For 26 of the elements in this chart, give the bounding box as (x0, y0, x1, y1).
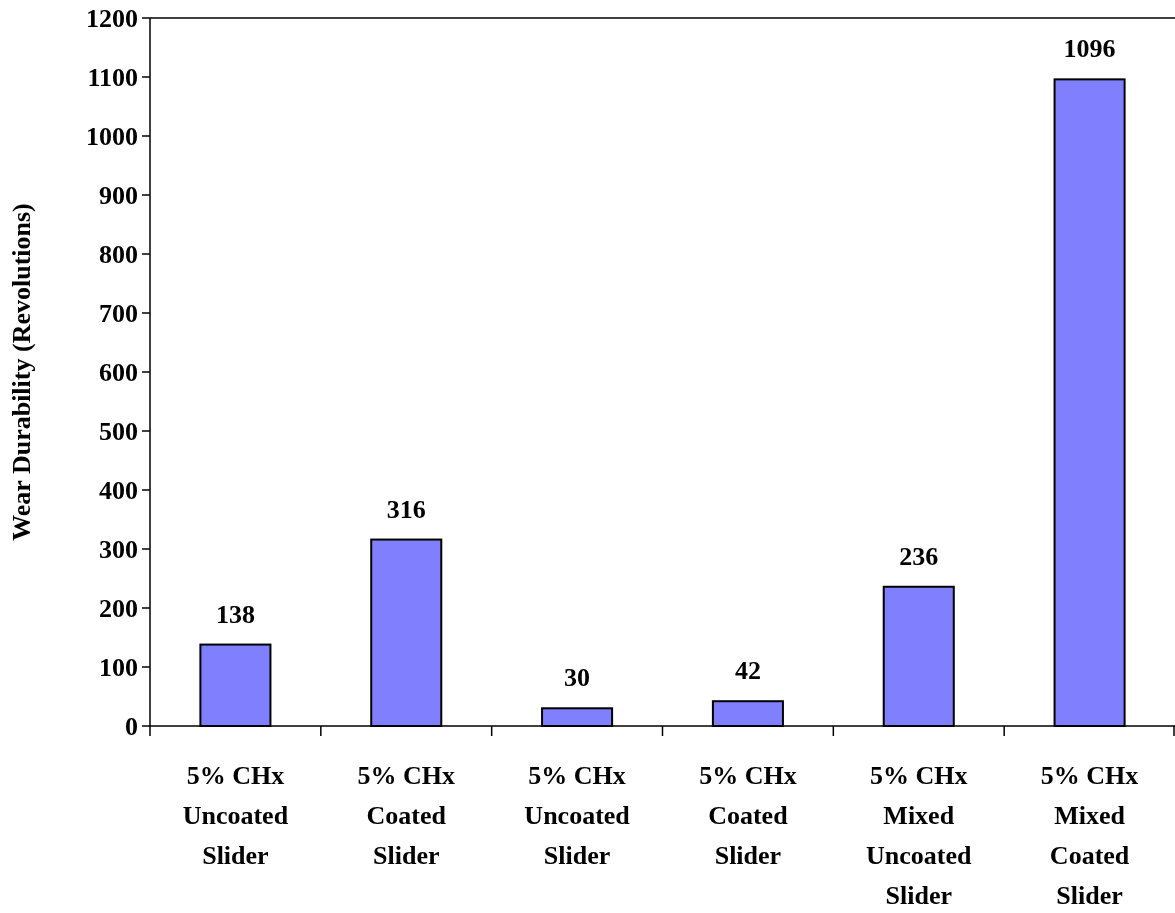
x-tick-label: 5% CHx Uncoated Slider (524, 761, 631, 870)
data-label: 138 (215, 599, 255, 629)
x-tick-label: 5% CHx Mixed Uncoated Slider (866, 761, 973, 910)
y-tick-label: 400 (99, 476, 138, 506)
x-tick-label: 5% CHx Coated Slider (357, 761, 455, 870)
y-tick-label: 500 (99, 417, 138, 447)
data-label: 316 (386, 494, 426, 524)
x-tick-label: 5% CHx Uncoated Slider (182, 761, 289, 870)
y-tick-label: 700 (99, 299, 138, 329)
x-tick-label: 5% CHx Mixed Coated Slider (1040, 761, 1139, 910)
y-tick-label: 200 (99, 594, 138, 624)
y-tick-label: 1000 (86, 122, 138, 152)
data-label: 1096 (1063, 34, 1116, 64)
y-tick-label: 900 (99, 181, 138, 211)
y-tick-label: 0 (125, 712, 138, 742)
y-tick-label: 300 (99, 535, 138, 565)
data-label: 30 (564, 663, 591, 693)
y-tick-label: 1100 (87, 63, 138, 93)
data-label: 42 (734, 656, 761, 686)
y-tick-label: 100 (99, 653, 138, 683)
data-label: 236 (899, 541, 939, 571)
y-tick-label: 1200 (86, 4, 138, 34)
y-tick-label: 600 (99, 358, 138, 388)
y-tick-label: 800 (99, 240, 138, 270)
y-axis-title: Wear Durability (Revolutions) (7, 203, 36, 541)
x-tick-label: 5% CHx Coated Slider (699, 761, 797, 870)
